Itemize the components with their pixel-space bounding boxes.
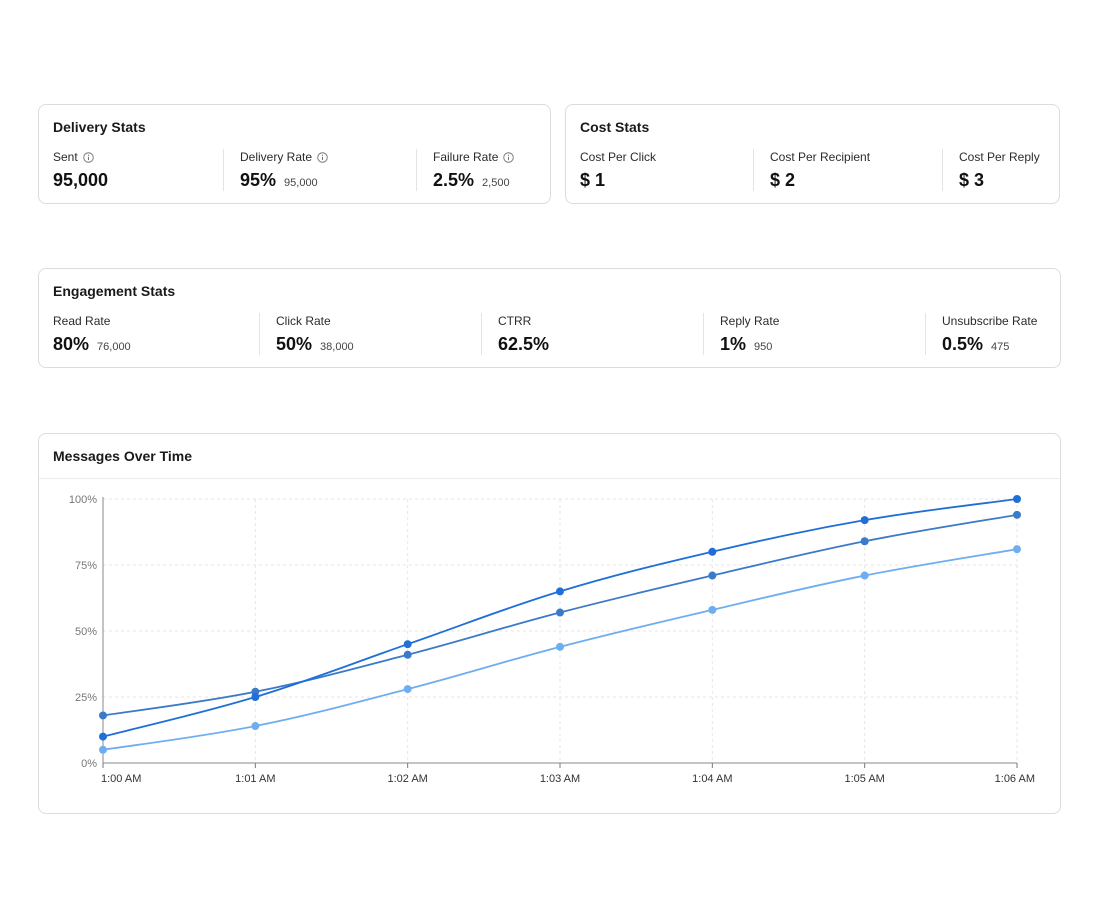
data-point[interactable] — [860, 537, 869, 546]
messages-line-chart: 0% 25% 50% 75% 100% 1:00 AM 1:01 AM 1:02 AM 1:03… — [69, 494, 1035, 785]
data-point[interactable] — [708, 605, 717, 614]
data-point[interactable] — [556, 608, 564, 617]
stat-cost-per-reply-value: $ 3 — [959, 170, 985, 190]
delivery-stats-row: Sent 95,000 Delivery Rate 95% 95,000 Fai… — [53, 149, 536, 191]
stat-delivery-rate-count: 95,000 — [284, 177, 318, 189]
stat-sent: Sent 95,000 — [53, 149, 223, 191]
stat-unsubscribe-rate-count: 475 — [991, 341, 1010, 353]
stat-reply-rate-label: Reply Rate — [720, 314, 780, 328]
data-point[interactable] — [708, 571, 717, 580]
stat-read-rate-count: 76,000 — [97, 341, 131, 353]
stat-click-rate-value: 50% — [276, 334, 313, 354]
stat-reply-rate-count: 950 — [754, 341, 773, 353]
data-point[interactable] — [251, 693, 260, 701]
stat-read-rate-label: Read Rate — [53, 314, 111, 328]
stat-click-rate-count: 38,000 — [320, 341, 354, 353]
stat-read-rate-value: 80% — [53, 334, 90, 354]
stat-sent-label: Sent — [53, 150, 78, 164]
stat-delivery-rate-value: 95% — [240, 170, 277, 190]
stat-cost-per-reply: Cost Per Reply $ 3 — [942, 149, 1045, 191]
stat-unsubscribe-rate: Unsubscribe Rate 0.5% 475 — [925, 313, 1046, 355]
stat-unsubscribe-rate-label: Unsubscribe Rate — [942, 314, 1038, 328]
info-icon[interactable] — [503, 151, 515, 163]
y-tick-label: 25% — [75, 692, 97, 704]
stat-cost-per-recipient: Cost Per Recipient $ 2 — [753, 149, 942, 191]
data-point[interactable] — [403, 640, 412, 649]
stat-sent-value: 95,000 — [53, 170, 109, 190]
stat-failure-rate-value: 2.5% — [433, 170, 475, 190]
y-tick-label: 75% — [75, 560, 97, 572]
stat-reply-rate: Reply Rate 1% 950 — [703, 313, 925, 355]
data-point[interactable] — [403, 685, 412, 694]
info-icon[interactable] — [82, 151, 94, 163]
stat-ctrr: CTRR 62.5% — [481, 313, 703, 355]
stat-click-rate-label: Click Rate — [276, 314, 331, 328]
engagement-stats-card: Engagement Stats Read Rate 80% 76,000 Cl… — [38, 268, 1061, 368]
data-point[interactable] — [403, 650, 412, 659]
chart-axes: 0% 25% 50% 75% 100% 1:00 AM 1:01 AM 1:02 AM 1:03… — [69, 494, 1035, 785]
stat-click-rate: Click Rate 50% 38,000 — [259, 313, 481, 355]
data-point[interactable] — [1013, 495, 1021, 503]
x-tick-label: 1:04 AM — [692, 773, 732, 785]
data-point[interactable] — [708, 547, 717, 556]
stat-unsubscribe-rate-value: 0.5% — [942, 334, 984, 354]
chart-title: Messages Over Time — [53, 448, 193, 464]
data-point[interactable] — [99, 745, 107, 754]
x-tick-label: 1:06 AM — [995, 773, 1035, 785]
engagement-stats-title: Engagement Stats — [53, 283, 176, 299]
cost-stats-title: Cost Stats — [580, 119, 650, 135]
stat-cost-per-recipient-label: Cost Per Recipient — [770, 150, 871, 164]
engagement-stats-row: Read Rate 80% 76,000 Click Rate 50% 38,0… — [53, 313, 1046, 355]
stat-ctrr-label: CTRR — [498, 314, 532, 328]
data-point[interactable] — [99, 711, 107, 720]
chart-header-divider — [39, 478, 1060, 479]
stat-read-rate: Read Rate 80% 76,000 — [53, 313, 259, 355]
data-point[interactable] — [1013, 545, 1021, 554]
stat-failure-rate-count: 2,500 — [482, 177, 510, 189]
stat-cost-per-recipient-value: $ 2 — [770, 170, 796, 190]
data-point[interactable] — [99, 732, 107, 741]
data-point[interactable] — [860, 516, 869, 525]
series-line-1 — [102, 498, 1018, 738]
stat-cost-per-click-value: $ 1 — [580, 170, 606, 190]
stat-reply-rate-value: 1% — [720, 334, 747, 354]
messages-over-time-card: Messages Over Time 0% 25% 50% 75% 100% 1:00 A… — [38, 433, 1061, 814]
delivery-stats-card: Delivery Stats Sent 95,000 Delivery Rate… — [38, 104, 551, 204]
y-tick-label: 0% — [81, 758, 97, 770]
x-tick-label: 1:03 AM — [540, 773, 580, 785]
chart-series — [99, 495, 1021, 754]
data-point[interactable] — [556, 587, 564, 596]
stat-failure-rate: Failure Rate 2.5% 2,500 — [416, 149, 536, 191]
y-tick-label: 50% — [75, 626, 97, 638]
data-point[interactable] — [556, 642, 564, 651]
cost-stats-row: Cost Per Click $ 1 Cost Per Recipient $ … — [580, 149, 1045, 191]
stat-delivery-rate-label: Delivery Rate — [240, 150, 313, 164]
cost-stats-card: Cost Stats Cost Per Click $ 1 Cost Per R… — [565, 104, 1060, 204]
stat-ctrr-value: 62.5% — [498, 334, 550, 354]
x-tick-label: 1:00 AM — [101, 773, 141, 785]
stat-failure-rate-label: Failure Rate — [433, 150, 499, 164]
stat-delivery-rate: Delivery Rate 95% 95,000 — [223, 149, 416, 191]
y-tick-label: 100% — [69, 494, 97, 506]
stat-cost-per-click-label: Cost Per Click — [580, 150, 657, 164]
x-tick-label: 1:01 AM — [235, 773, 275, 785]
delivery-stats-title: Delivery Stats — [53, 119, 146, 135]
stat-cost-per-click: Cost Per Click $ 1 — [580, 149, 753, 191]
data-point[interactable] — [251, 722, 260, 731]
data-point[interactable] — [1013, 510, 1021, 519]
data-point[interactable] — [860, 571, 869, 580]
info-icon[interactable] — [317, 151, 328, 163]
stat-cost-per-reply-label: Cost Per Reply — [959, 150, 1040, 164]
x-tick-label: 1:02 AM — [387, 773, 427, 785]
x-tick-label: 1:05 AM — [844, 773, 884, 785]
